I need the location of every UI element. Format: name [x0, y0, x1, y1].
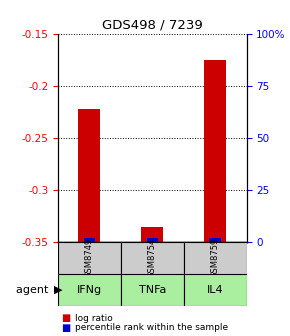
Text: ■: ■ [61, 313, 70, 323]
Bar [184, 242, 246, 274]
Text: GSM8749: GSM8749 [85, 238, 94, 278]
Bar [121, 242, 184, 274]
Text: percentile rank within the sample: percentile rank within the sample [75, 323, 229, 332]
Bar [58, 242, 121, 274]
Text: GSM8759: GSM8759 [211, 238, 220, 278]
Bar [147, 238, 158, 242]
Title: GDS498 / 7239: GDS498 / 7239 [102, 18, 203, 31]
Text: ▶: ▶ [54, 285, 62, 295]
Text: GSM8754: GSM8754 [148, 238, 157, 278]
Text: agent: agent [16, 285, 52, 295]
Bar [184, 274, 246, 306]
Bar [141, 227, 163, 242]
Bar [58, 274, 121, 306]
Bar [121, 274, 184, 306]
Text: log ratio: log ratio [75, 314, 113, 323]
Bar [209, 238, 221, 242]
Text: ■: ■ [61, 323, 70, 333]
Bar [84, 238, 95, 242]
Text: IFNg: IFNg [77, 285, 102, 295]
Text: IL4: IL4 [207, 285, 223, 295]
Bar [204, 59, 226, 242]
Bar [78, 109, 100, 242]
Text: TNFa: TNFa [139, 285, 166, 295]
